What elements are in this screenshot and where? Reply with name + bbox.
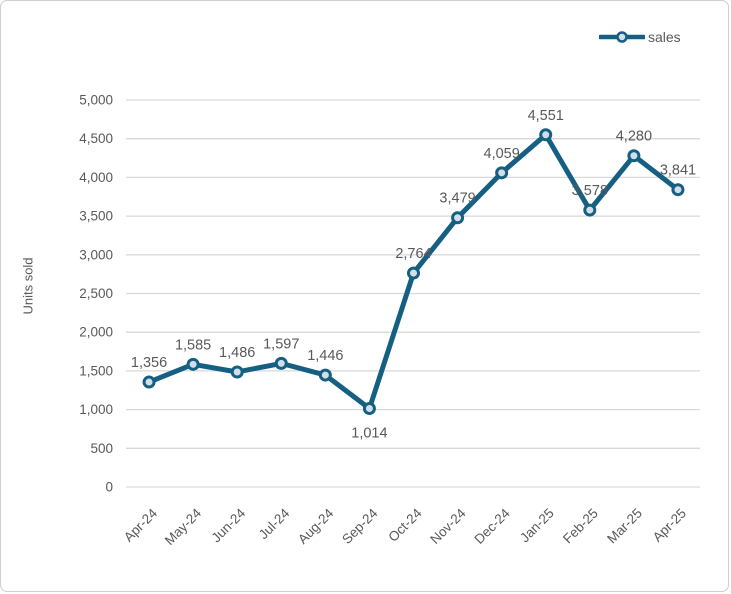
x-axis-label: Mar-25 xyxy=(604,506,645,547)
x-axis-label: Apr-24 xyxy=(121,505,161,545)
data-point-label: 4,059 xyxy=(484,146,520,162)
legend-marker xyxy=(616,31,628,43)
data-point-marker xyxy=(142,375,156,389)
legend-series-label: sales xyxy=(648,29,681,45)
y-axis-tick-label: 4,000 xyxy=(79,170,113,185)
data-point-marker xyxy=(318,368,332,382)
data-point-label: 1,446 xyxy=(307,348,343,364)
y-axis-tick-label: 2,500 xyxy=(79,286,113,301)
y-axis-tick-label: 0 xyxy=(105,480,113,495)
x-axis-label: Jul-24 xyxy=(256,505,293,542)
data-point-marker xyxy=(362,402,376,416)
y-axis-tick-label: 2,000 xyxy=(79,325,113,340)
x-axis-label: Dec-24 xyxy=(471,505,513,547)
data-point-label: 2,764 xyxy=(395,246,431,262)
data-point-marker xyxy=(230,365,244,379)
legend-line-marker-icon xyxy=(599,30,645,44)
y-axis-tick-label: 500 xyxy=(90,441,113,456)
data-point-marker xyxy=(671,183,685,197)
data-point-label: 1,356 xyxy=(131,355,167,371)
data-point-label: 1,014 xyxy=(351,426,387,442)
data-point-marker xyxy=(495,166,509,180)
y-axis-tick-label: 3,000 xyxy=(79,247,113,262)
data-point-label: 1,597 xyxy=(263,336,299,352)
y-axis-tick-label: 3,500 xyxy=(79,209,113,224)
data-point-label: 3,479 xyxy=(439,191,475,207)
x-axis-label: Aug-24 xyxy=(295,505,337,547)
data-point-marker xyxy=(627,149,641,163)
data-point-marker xyxy=(583,203,597,217)
x-axis-label: May-24 xyxy=(162,505,205,548)
data-point-marker xyxy=(274,356,288,370)
data-point-label: 1,486 xyxy=(219,345,255,361)
data-point-marker xyxy=(539,128,553,142)
x-axis-label: Apr-25 xyxy=(650,506,689,545)
data-point-label: 3,841 xyxy=(660,163,696,179)
data-point-marker xyxy=(407,266,420,280)
data-point-label: 3,578 xyxy=(572,183,608,199)
data-point-label: 1,585 xyxy=(175,337,211,353)
x-axis-label: Oct-24 xyxy=(385,505,425,545)
y-axis-tick-label: 5,000 xyxy=(79,93,113,108)
x-axis-label: Nov-24 xyxy=(427,505,469,547)
data-point-label: 4,551 xyxy=(528,108,564,124)
legend: sales xyxy=(599,27,681,47)
y-axis-tick-label: 4,500 xyxy=(79,131,113,146)
data-point-marker xyxy=(451,211,465,225)
x-axis-label: Jun-24 xyxy=(209,505,249,545)
y-axis-title: Units sold xyxy=(20,257,36,315)
x-axis-label: Jan-25 xyxy=(517,506,557,546)
y-axis-tick-label: 1,000 xyxy=(79,402,113,417)
data-point-marker xyxy=(186,357,200,371)
x-axis-label: Feb-25 xyxy=(560,506,601,547)
data-point-label: 4,280 xyxy=(616,129,652,145)
x-axis-label: Sep-24 xyxy=(339,505,381,547)
y-axis-tick-label: 1,500 xyxy=(79,363,113,378)
